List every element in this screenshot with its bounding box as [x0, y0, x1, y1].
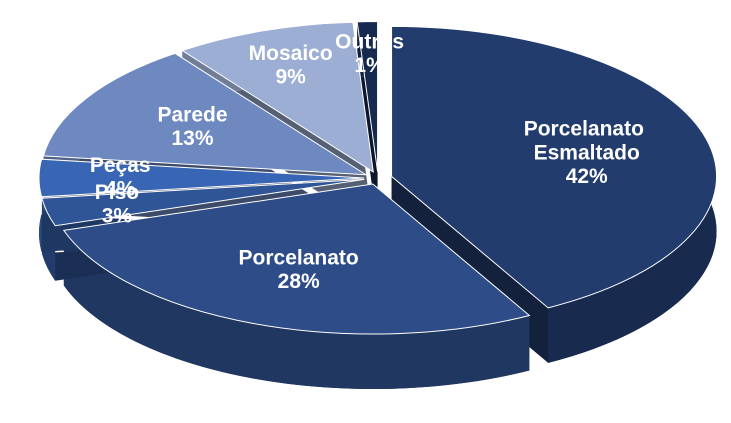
- value-label: 3%: [102, 204, 133, 227]
- slice: [42, 52, 368, 176]
- category-label: Mosaico: [249, 42, 333, 65]
- slice: [181, 21, 374, 173]
- slice: [356, 21, 379, 172]
- value-label: 13%: [171, 127, 213, 150]
- category-label: Piso: [95, 180, 139, 203]
- value-label: 9%: [276, 66, 307, 89]
- value-label: 1%: [354, 54, 385, 77]
- slice: [62, 183, 531, 335]
- value-label: 28%: [278, 270, 320, 293]
- value-label: 4%: [105, 178, 136, 201]
- slice: [41, 178, 365, 227]
- slice-side: [63, 230, 530, 390]
- category-label: Peças: [90, 154, 151, 177]
- category-label: Parede: [157, 103, 227, 126]
- category-label: Porcelanato: [239, 246, 359, 269]
- category-label: Porcelanato Esmaltado: [524, 117, 650, 164]
- slice: [391, 25, 717, 309]
- slice: [38, 158, 365, 198]
- category-label: Outros: [335, 30, 404, 53]
- value-label: 42%: [566, 165, 608, 188]
